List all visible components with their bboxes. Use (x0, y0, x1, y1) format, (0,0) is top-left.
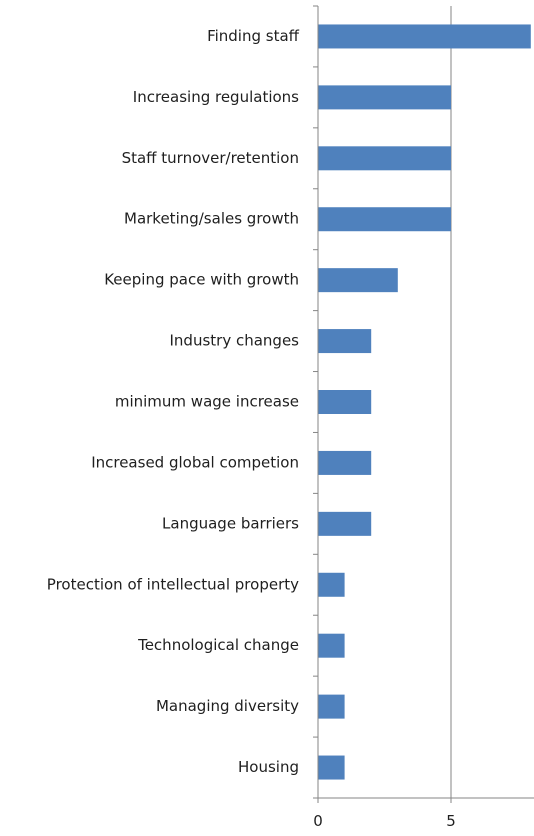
category-label: Finding staff (207, 27, 300, 45)
bar (318, 146, 451, 171)
bar (318, 268, 398, 293)
category-label: Housing (238, 758, 299, 776)
category-label: Increasing regulations (133, 88, 299, 106)
x-tick-label: 5 (446, 812, 456, 830)
category-label: Managing diversity (156, 697, 299, 715)
bar (318, 85, 451, 110)
axes (313, 5, 534, 803)
bar (318, 755, 345, 780)
category-label: minimum wage increase (115, 393, 299, 411)
category-label: Keeping pace with growth (104, 271, 299, 289)
bar (318, 450, 372, 475)
x-tick-label: 0 (313, 812, 323, 830)
bar (318, 572, 345, 597)
bar (318, 24, 531, 49)
bar (318, 207, 451, 232)
category-label: Language barriers (162, 514, 299, 532)
category-label: Increased global competion (91, 453, 299, 471)
bar (318, 511, 372, 536)
category-label: Staff turnover/retention (122, 149, 299, 167)
category-labels: Finding staff Increasing regulations Staff… (47, 27, 300, 776)
bar (318, 633, 345, 658)
bar (318, 390, 372, 414)
category-label: Marketing/sales growth (124, 210, 299, 228)
category-label: Industry changes (170, 332, 300, 350)
category-label: Technological change (137, 636, 299, 654)
bars (318, 24, 531, 780)
bar (318, 694, 345, 719)
category-label: Protection of intellectual property (47, 575, 299, 593)
bar (318, 329, 372, 354)
